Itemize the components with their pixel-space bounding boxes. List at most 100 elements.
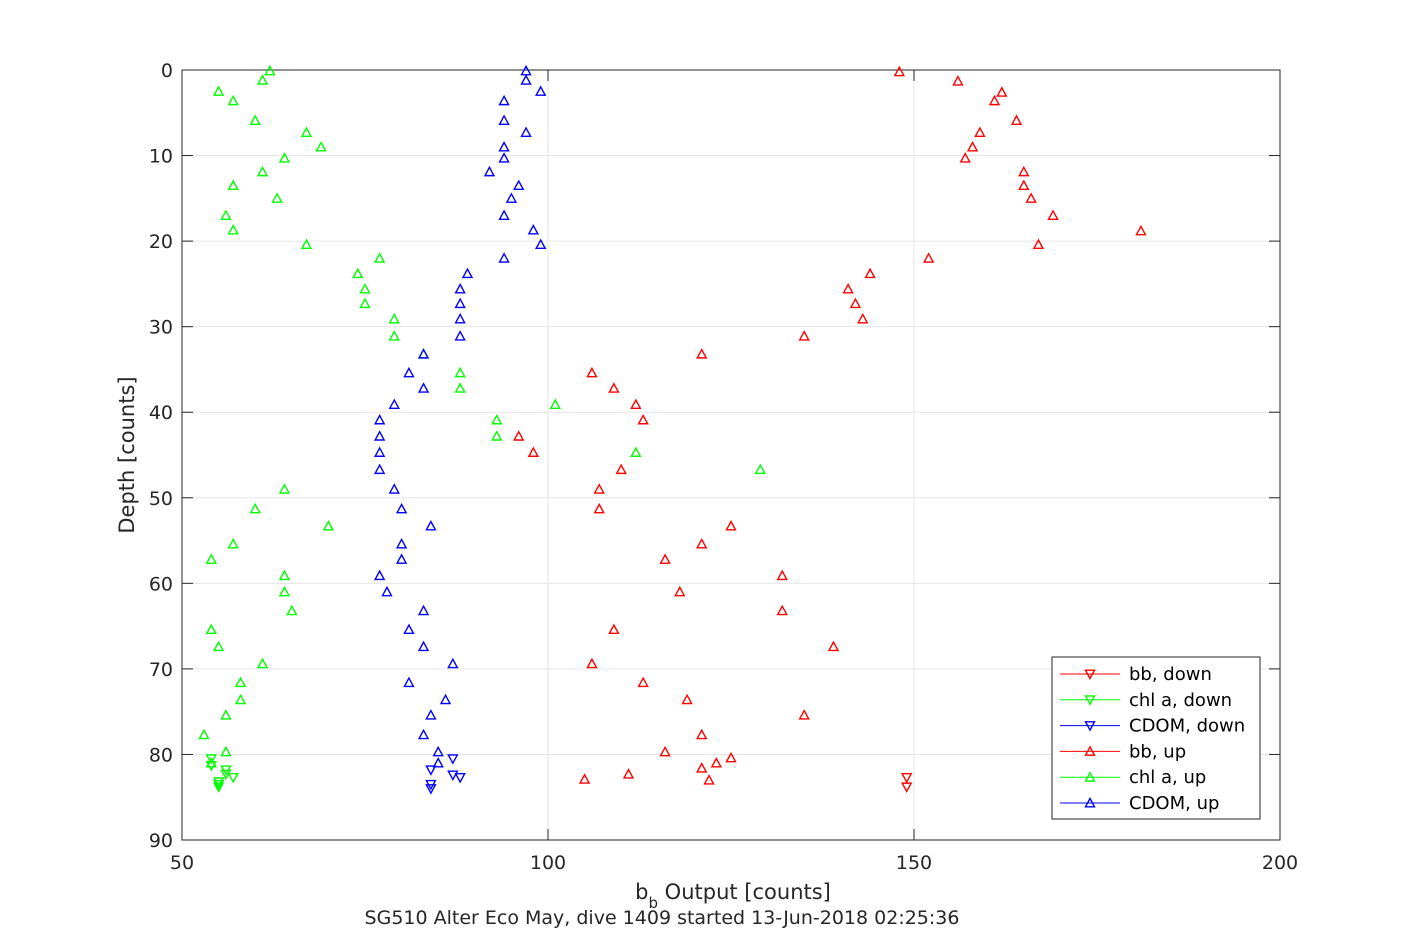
data-point	[373, 430, 386, 441]
data-point	[256, 165, 269, 177]
data-point	[359, 283, 371, 294]
data-point	[498, 152, 510, 163]
data-point	[454, 283, 466, 294]
data-point	[461, 267, 474, 279]
data-point	[264, 64, 276, 76]
data-point	[491, 430, 503, 441]
legend-label: chl a, down	[1129, 690, 1232, 711]
data-point	[578, 773, 591, 784]
data-point	[498, 209, 510, 220]
data-point	[922, 252, 935, 263]
data-point	[776, 569, 788, 581]
data-point	[454, 366, 466, 378]
data-point	[498, 141, 510, 152]
data-point	[417, 604, 430, 616]
data-point	[322, 520, 335, 531]
y-tick-label: 60	[149, 573, 173, 595]
legend-entry: CDOM, up	[1060, 793, 1219, 814]
data-point	[205, 757, 217, 768]
data-point	[212, 777, 225, 788]
data-point	[439, 693, 452, 705]
data-point	[996, 86, 1008, 97]
data-point	[535, 85, 547, 96]
data-point	[417, 728, 430, 740]
data-point	[212, 782, 225, 793]
x-tick-label: 150	[896, 852, 932, 874]
data-point	[827, 640, 840, 652]
data-point	[754, 463, 766, 475]
data-point	[388, 398, 400, 410]
data-point	[454, 773, 466, 784]
legend-label: bb, up	[1129, 741, 1186, 762]
data-point	[205, 754, 217, 765]
data-point	[725, 520, 737, 531]
legend-entry: chl a, up	[1060, 767, 1206, 788]
data-point	[220, 709, 232, 720]
data-point	[454, 312, 466, 324]
data-point	[1010, 114, 1023, 126]
data-point	[725, 751, 737, 763]
data-point	[703, 774, 715, 785]
data-point	[220, 769, 232, 781]
legend-label: bb, down	[1129, 664, 1212, 685]
x-tick-label: 100	[530, 852, 566, 874]
legend-marker	[1084, 745, 1096, 756]
data-point	[630, 398, 642, 410]
data-point	[220, 745, 232, 757]
data-point	[696, 728, 708, 740]
data-point	[205, 623, 217, 635]
data-point	[373, 413, 386, 425]
data-point	[234, 676, 247, 688]
x-tick-label: 200	[1262, 852, 1298, 874]
data-point	[454, 297, 466, 309]
data-point	[425, 765, 437, 776]
data-point	[1047, 209, 1059, 220]
data-point	[403, 676, 415, 688]
y-tick-label: 50	[149, 488, 173, 510]
y-tick-label: 40	[149, 402, 173, 424]
legend-entry: CDOM, down	[1060, 716, 1245, 737]
data-point	[373, 446, 386, 457]
y-tick-label: 30	[149, 317, 173, 339]
data-point	[608, 623, 620, 635]
data-point	[286, 604, 298, 616]
data-point	[278, 585, 291, 597]
data-point	[1032, 238, 1045, 250]
data-point	[527, 224, 540, 235]
data-point	[403, 623, 415, 635]
data-point	[659, 553, 671, 564]
data-point	[901, 782, 913, 793]
data-point	[505, 192, 518, 203]
data-point	[234, 693, 247, 705]
legend-marker	[1084, 797, 1096, 808]
data-point	[491, 413, 503, 425]
data-point	[315, 141, 327, 152]
y-tick-label: 90	[149, 830, 173, 852]
data-point	[388, 483, 400, 494]
data-point	[622, 768, 635, 779]
data-point	[498, 252, 510, 263]
data-point	[381, 585, 393, 597]
data-point	[527, 446, 540, 457]
data-point	[454, 382, 466, 393]
series-5	[373, 64, 547, 768]
data-point	[520, 74, 532, 85]
data-point	[549, 398, 561, 410]
data-point	[842, 283, 854, 294]
data-point	[1018, 165, 1030, 177]
data-point	[966, 141, 979, 152]
legend-label: CDOM, down	[1129, 716, 1245, 737]
data-point	[974, 126, 986, 137]
data-point	[278, 483, 291, 494]
data-point	[483, 165, 496, 177]
data-point	[798, 330, 810, 341]
series-2	[425, 754, 466, 795]
legend-marker	[1084, 721, 1096, 732]
data-point	[637, 676, 649, 688]
legend-marker	[1084, 771, 1096, 782]
data-point	[952, 75, 964, 86]
y-axis-label: Depth [counts]	[115, 376, 139, 533]
data-point	[864, 267, 876, 279]
data-point	[373, 463, 386, 475]
